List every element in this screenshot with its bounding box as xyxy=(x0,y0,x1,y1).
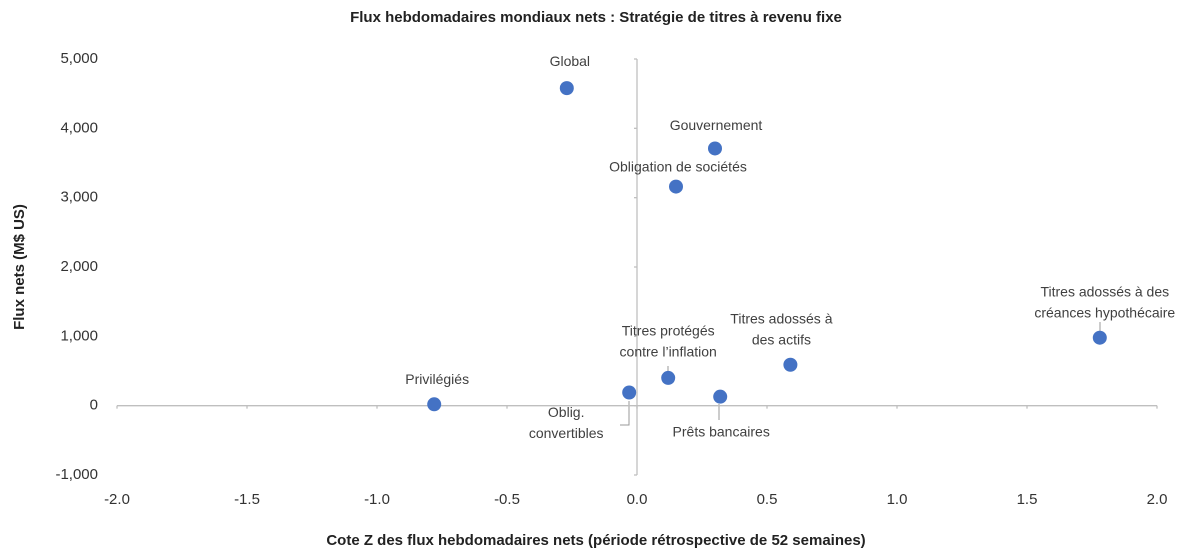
x-tick-label: 0.0 xyxy=(627,491,648,508)
y-tick-label: 3,000 xyxy=(60,189,98,206)
leader-line xyxy=(620,401,630,426)
point-label: Obligation de sociétés xyxy=(609,158,747,174)
y-tick-label: 5,000 xyxy=(60,50,98,67)
point-label: des actifs xyxy=(752,331,811,347)
point-label: Oblig. xyxy=(548,404,585,420)
point xyxy=(708,141,722,156)
point xyxy=(713,389,728,404)
point xyxy=(669,179,683,194)
x-tick-label: -2.0 xyxy=(104,491,130,508)
point xyxy=(661,370,676,385)
point-label: Titres adossés à des xyxy=(1040,283,1169,299)
point-label: Prêts bancaires xyxy=(673,423,770,439)
point-label: Gouvernement xyxy=(670,117,763,133)
x-tick-label: 2.0 xyxy=(1147,491,1168,508)
y-tick-label: 0 xyxy=(90,397,98,414)
point-label: créances hypothécaire xyxy=(1034,304,1175,320)
y-tick-label: 2,000 xyxy=(60,258,98,275)
point-label: contre l’inflation xyxy=(620,344,717,360)
y-tick-label: 4,000 xyxy=(60,119,98,136)
x-tick-label: -1.0 xyxy=(364,491,390,508)
x-tick-label: 1.0 xyxy=(887,491,908,508)
x-tick-label: -1.5 xyxy=(234,491,260,508)
point xyxy=(559,81,574,96)
point-label: Titres adossés à xyxy=(730,310,832,326)
point xyxy=(783,357,798,372)
chart-title: Flux hebdomadaires mondiaux nets : Strat… xyxy=(350,9,842,26)
point-label: Titres protégés xyxy=(622,323,715,339)
point xyxy=(622,385,637,400)
point xyxy=(1092,330,1107,345)
x-axis-label: Cote Z des flux hebdomadaires nets (péri… xyxy=(326,532,865,549)
point xyxy=(427,397,442,412)
y-tick-label: -1,000 xyxy=(55,466,98,483)
x-tick-label: -0.5 xyxy=(494,491,520,508)
y-axis-label: Flux nets (M$ US) xyxy=(11,204,28,330)
point-label: convertibles xyxy=(529,425,604,441)
x-tick-label: 1.5 xyxy=(1017,491,1038,508)
y-tick-label: 1,000 xyxy=(60,327,98,344)
point-label: Global xyxy=(550,53,590,69)
x-tick-label: 0.5 xyxy=(757,491,778,508)
point-label: Privilégiés xyxy=(405,371,469,387)
